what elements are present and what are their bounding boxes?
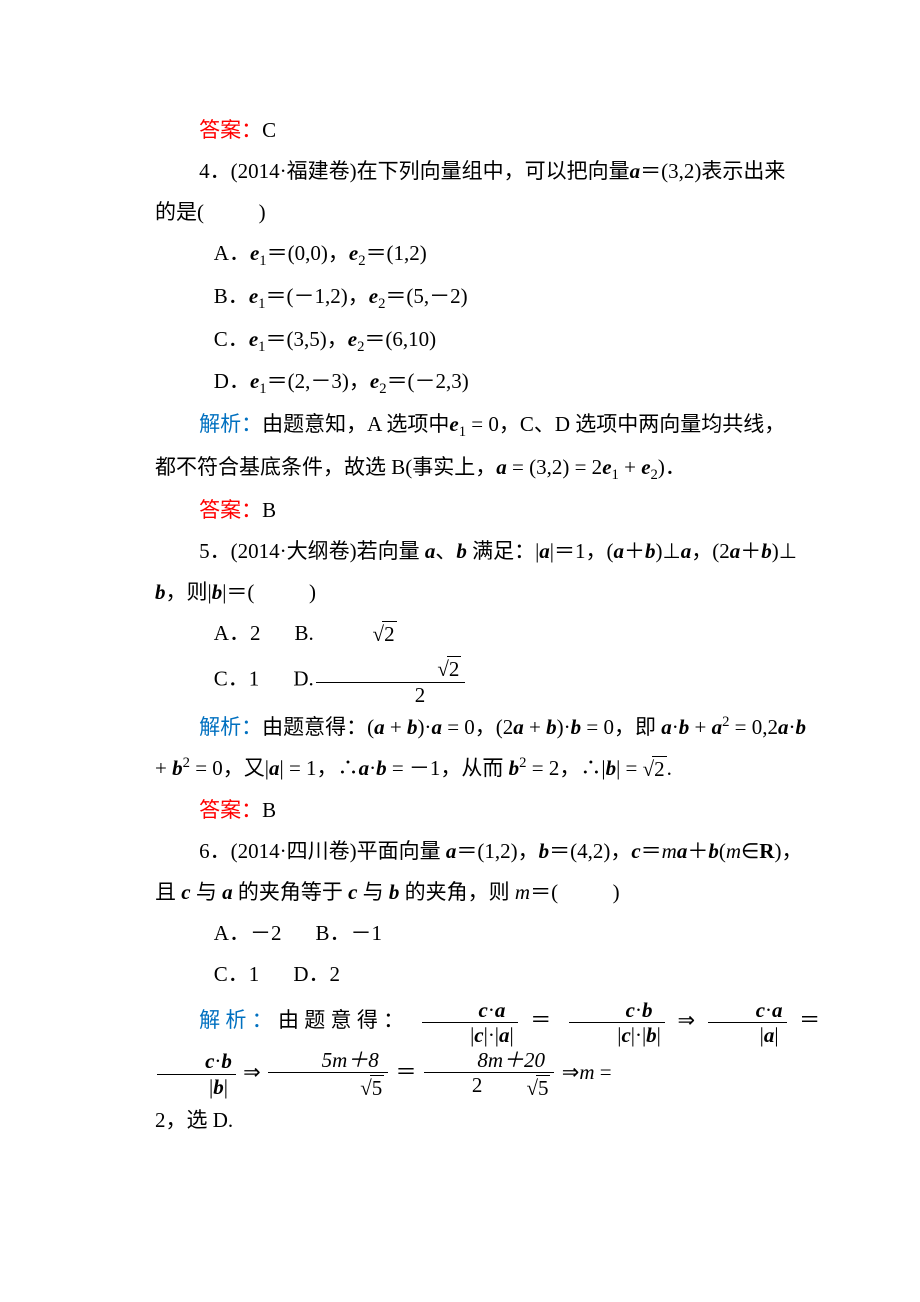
q3-answer: C (262, 118, 276, 142)
q4-stem-text4: ) (259, 200, 266, 224)
frac-cb-cB: c·b |c|·|b| (569, 998, 665, 1047)
frac-ca-a: c·a |a| (708, 998, 787, 1047)
opt-label: B． (214, 284, 249, 308)
frac-ca-cA: c·a |c|·|a| (422, 998, 518, 1047)
opt-c-e2: ＝(6,10) (364, 327, 436, 351)
sqrt-2: √2 (643, 749, 667, 790)
page: 答案：C 4．(2014·福建卷)在下列向量组中，可以把向量a＝(3,2)表示出… (0, 0, 920, 1302)
answer-label: 答案： (199, 798, 262, 822)
opt-a-e2: ＝(1,2) (366, 241, 427, 265)
q6-explain-2: 2，选 D. (155, 1100, 820, 1141)
opt-label: D． (214, 369, 250, 393)
q6-opt-c: C．1 (214, 962, 260, 986)
opt-label: C． (214, 327, 249, 351)
q5-opts-1: A．2 B.√2 (155, 613, 820, 656)
q5-sc: 满足：| (467, 539, 539, 563)
q3-answer-line: 答案：C (155, 110, 820, 151)
q4-answer: B (262, 498, 276, 522)
q4-opt-c: C．e1＝(3,5)，e2＝(6,10) (155, 319, 820, 362)
q5-explain-2: + b2 = 0，又|a| = 1，∴a·b = －1，从而 b2 = 2，∴|… (155, 748, 820, 791)
q6-opts-2: C．1 D．2 (155, 954, 820, 995)
q4-exp-a: 由题意知，A 选项中 (262, 412, 449, 436)
q4-answer-line: 答案：B (155, 490, 820, 531)
q6-exp-pre: 由题意得： (278, 1008, 409, 1032)
opt-label: A． (214, 241, 250, 265)
q5-opts-2: C．1 D.√22 (155, 655, 820, 706)
q5-stem-2: b，则|b|＝() (155, 572, 820, 613)
q5-si: ，则| (166, 580, 212, 604)
explain-label: 解析： (199, 715, 262, 739)
q6-opts-1: A．－2 B．－1 (155, 913, 820, 954)
q4-stem-1: 4．(2014·福建卷)在下列向量组中，可以把向量a＝(3,2)表示出来 (155, 151, 820, 192)
q5-ea: 由题意得：( (262, 715, 374, 739)
q4-exp-e: + (619, 455, 641, 479)
q5-sh: )⊥ (772, 539, 797, 563)
q6-opt-a: A．－2 (214, 921, 282, 945)
opt-c-e1: ＝(3,5)， (265, 327, 347, 351)
q5-opt-d-pre: D. (293, 667, 313, 691)
q4-explain-2: 都不符合基底条件，故选 B(事实上，a = (3,2) = 2e1 + e2)． (155, 447, 820, 490)
q5-sj: |＝( (222, 580, 254, 604)
q5-opt-a: A．2 (214, 621, 261, 645)
q4-opt-b: B．e1＝(－1,2)，e2＝(5,－2) (155, 276, 820, 319)
q6-stem-2: 且 c 与 a 的夹角等于 c 与 b 的夹角，则 m＝() (155, 872, 820, 913)
explain-label: 解析： (199, 412, 262, 436)
frac-cb-b: c·b |b| (157, 1049, 236, 1098)
sqrt-2: √2 (314, 614, 397, 655)
q6-stem-1: 6．(2014·四川卷)平面向量 a＝(1,2)，b＝(4,2)，c＝ma＋b(… (155, 831, 820, 872)
q5-explain-1: 解析：由题意得：(a + b)·a = 0，(2a + b)·b = 0，即 a… (155, 707, 820, 748)
q6-sa: 6．(2014·四川卷)平面向量 (199, 839, 446, 863)
q5-se: ＋ (624, 539, 645, 563)
q5-opt-c: C．1 (214, 667, 260, 691)
q4-explain-1: 解析：由题意知，A 选项中e1 = 0，C、D 选项中两向量均共线， (155, 404, 820, 447)
q5-se2: ＋ (740, 539, 761, 563)
q4-exp-b: = 0，C、D 选项中两向量均共线， (466, 412, 785, 436)
q4-stem-2: 的是() (155, 192, 820, 233)
q4-exp-d: = (3,2) = 2 (507, 455, 602, 479)
opt-a-e1: ＝(0,0)， (267, 241, 349, 265)
q4-stem-text3: 的是( (155, 200, 204, 224)
q5-sb: 、 (435, 539, 456, 563)
q5-sd: |＝1，( (550, 539, 614, 563)
answer-label: 答案： (199, 118, 262, 142)
opt-b-e2: ＝(5,－2) (385, 284, 467, 308)
q4-stem-text: 4．(2014·福建卷)在下列向量组中，可以把向量 (199, 159, 629, 183)
q4-exp-c: 都不符合基底条件，故选 B(事实上， (155, 455, 496, 479)
q5-answer: B (262, 798, 276, 822)
frac-sqrt2-2: √22 (316, 655, 466, 706)
q6-opt-d: D．2 (293, 962, 340, 986)
frac-5m8: 5m＋8 √5 (268, 1048, 388, 1099)
q5-opt-b-pre: B. (294, 621, 313, 645)
q6-explain-1: 解析：由题意得： c·a |c|·|a| ＝ c·b |c|·|b| ⇒ c·a… (155, 995, 820, 1100)
q5-sf: )⊥ (656, 539, 681, 563)
q4-opt-d: D．e1＝(2,－3)，e2＝(－2,3) (155, 361, 820, 404)
frac-8m20: 8m＋20 2√5 (424, 1048, 555, 1099)
q5-sk: ) (309, 580, 316, 604)
q4-exp-f: )． (658, 455, 686, 479)
vec-e2: e (349, 241, 358, 265)
opt-d-e1: ＝(2,－3)， (267, 369, 370, 393)
q4-stem-text2: ＝(3,2)表示出来 (640, 159, 785, 183)
q4-opt-a: A．e1＝(0,0)，e2＝(1,2) (155, 233, 820, 276)
q5-sa: 5．(2014·大纲卷)若向量 (199, 539, 425, 563)
explain-label: 解析： (199, 1008, 278, 1032)
answer-label: 答案： (199, 498, 262, 522)
opt-d-e2: ＝(－2,3) (387, 369, 469, 393)
q6-exp-tail: 2，选 D. (155, 1108, 233, 1132)
q5-answer-line: 答案：B (155, 790, 820, 831)
q6-opt-b: B．－1 (315, 921, 382, 945)
q5-sg: ，(2 (691, 539, 730, 563)
vec-e1: e (250, 241, 259, 265)
q5-stem-1: 5．(2014·大纲卷)若向量 a、b 满足：|a|＝1，(a＋b)⊥a，(2a… (155, 531, 820, 572)
vec-a: a (630, 159, 641, 183)
opt-b-e1: ＝(－1,2)， (265, 284, 368, 308)
